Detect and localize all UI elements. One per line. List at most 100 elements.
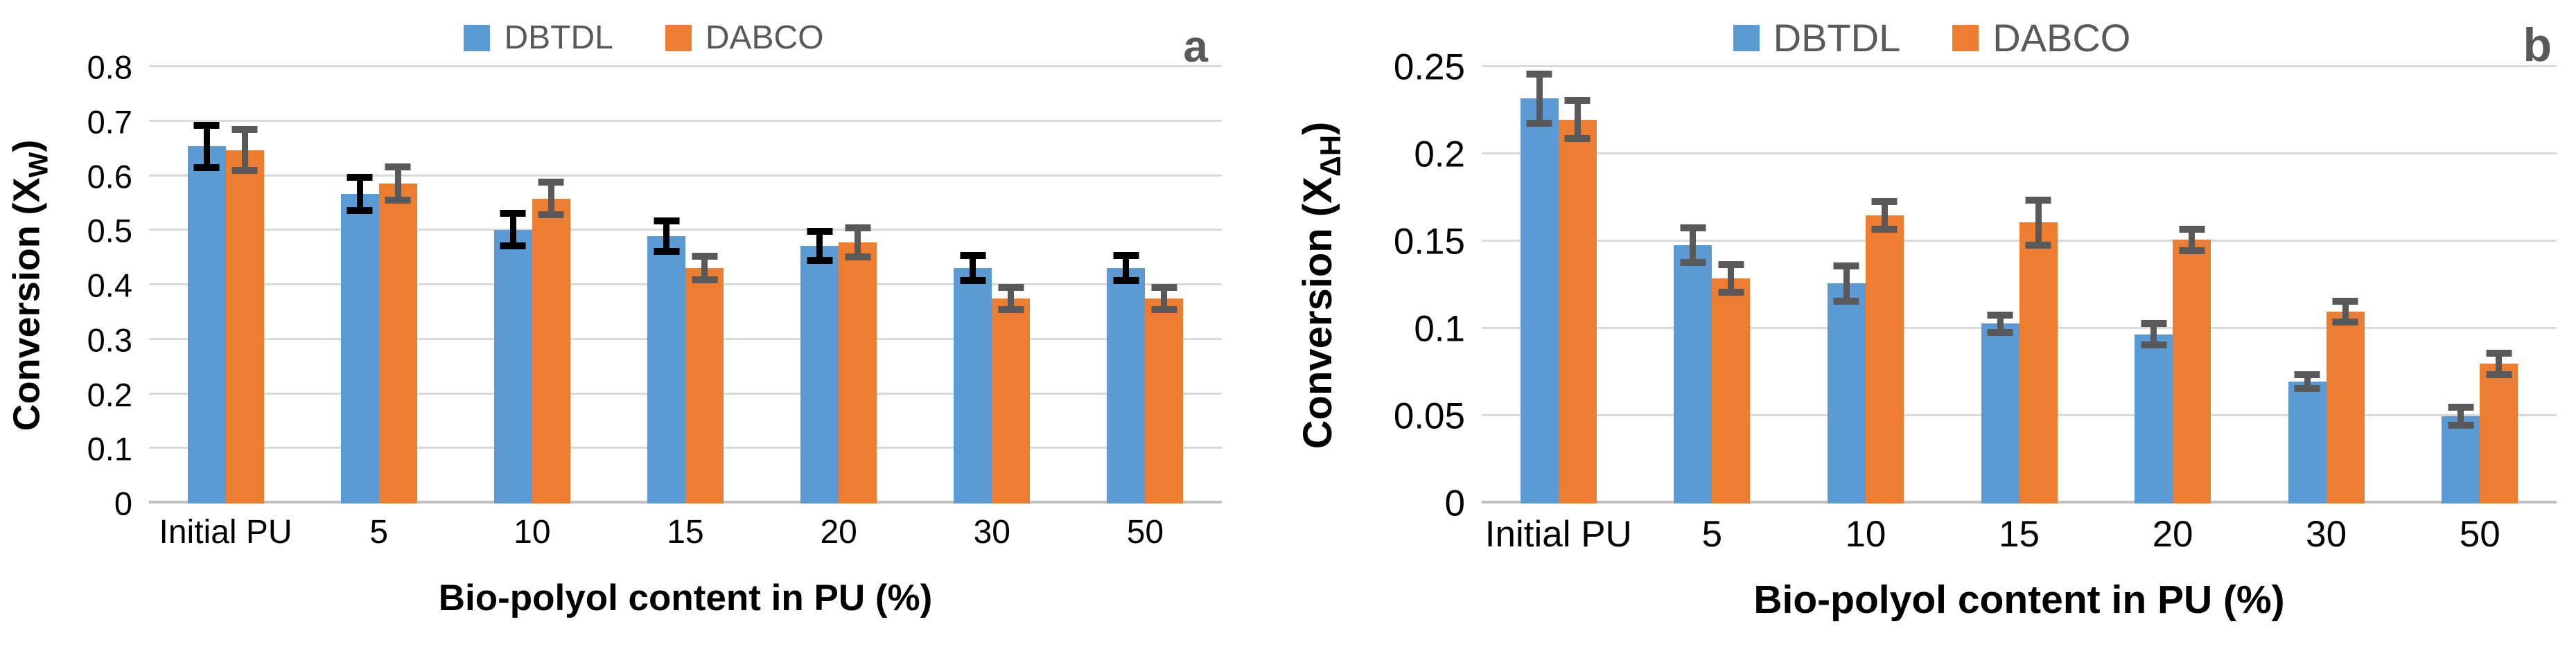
bar-dbtdl	[493, 229, 532, 503]
bar-dabco	[532, 198, 570, 503]
y-axis-title-main: Conversion (X	[6, 177, 48, 431]
bar-dabco	[225, 150, 264, 503]
y-axis-title: Conversion (XΔH)	[1288, 67, 1353, 503]
error-bar-dbtdl	[2304, 371, 2311, 392]
bar-dbtdl	[1520, 98, 1559, 503]
y-axis-title-text: Conversion (XΔH)	[1295, 122, 1347, 449]
bar-dabco	[1145, 298, 1184, 503]
x-category-label: 50	[1126, 514, 1164, 551]
error-bar-dabco	[1161, 283, 1168, 314]
bar-dbtdl	[2288, 381, 2327, 503]
x-category-label: 15	[1999, 514, 2040, 555]
y-tick-label: 0.3	[87, 321, 132, 359]
bar-dbtdl	[2135, 334, 2173, 503]
error-bar-dabco	[1728, 260, 1735, 296]
y-axis-title-main: Conversion (X	[1295, 177, 1340, 449]
error-bar-dbtdl	[203, 121, 210, 171]
y-axis-title-close: )	[6, 139, 48, 152]
error-bar-dabco	[241, 126, 248, 175]
error-bar-dbtdl	[1123, 251, 1130, 284]
chart-body-a: Conversion (XW) 0 0.1 0.2 0.3 0.4 0.5 0.6 0.7 0.…	[0, 51, 1288, 619]
error-bar-dbtdl	[1690, 224, 1697, 267]
error-bar-dbtdl	[1997, 311, 2004, 337]
y-tick-label: 0.2	[1414, 134, 1465, 175]
chart-panel-b: DBTDL DABCO b Conversion (XΔH) 0 0.05 0.1 0…	[1288, 0, 2576, 660]
x-category-label: Initial PU	[1484, 514, 1632, 555]
error-bar-dabco	[1574, 96, 1581, 143]
plot-area	[1482, 65, 2557, 503]
error-bar-dabco	[2035, 196, 2042, 249]
error-bar-dabco	[1881, 198, 1888, 233]
y-axis-title: Conversion (XW)	[0, 67, 59, 503]
bar-dbtdl	[1674, 245, 1712, 503]
y-tick-label: 0.25	[1393, 46, 1465, 88]
legend-item-dabco: DABCO	[665, 19, 824, 57]
legend-label-dbtdl: DBTDL	[504, 19, 613, 56]
error-bar-dabco	[2496, 350, 2503, 378]
bar-dabco	[2173, 240, 2211, 503]
x-category-label: 5	[1701, 514, 1723, 555]
error-bar-dabco	[394, 163, 401, 204]
bar-dabco	[1865, 215, 1904, 503]
y-tick-label: 0.15	[1393, 221, 1465, 262]
y-tick-label: 0.8	[87, 48, 132, 86]
error-bar-dabco	[2342, 297, 2349, 325]
error-bar-dabco	[1008, 283, 1015, 314]
chart-panel-a: DBTDL DABCO a Conversion (XW) 0 0.1 0.2 0.3…	[0, 0, 1288, 660]
x-category-label: 10	[1845, 514, 1886, 555]
error-bar-dbtdl	[356, 173, 363, 214]
x-category-label: Initial PU	[159, 514, 292, 551]
gridline	[149, 119, 1222, 122]
legend-item-dbtdl: DBTDL	[1733, 15, 1901, 60]
error-bar-dbtdl	[970, 251, 976, 284]
y-tick-label: 0.7	[87, 103, 132, 141]
y-tick-label: 0.1	[1414, 308, 1465, 350]
bar-dbtdl	[647, 236, 685, 503]
bar-dabco	[2019, 222, 2058, 503]
chart-body-b: Conversion (XΔH) 0 0.05 0.1 0.15 0.2 0.25 Ini…	[1288, 49, 2576, 623]
error-bar-dbtdl	[663, 217, 669, 255]
bar-dabco	[1558, 119, 1597, 503]
y-axis-title-text: Conversion (XW)	[5, 140, 54, 431]
plot-area	[149, 65, 1222, 503]
x-category-label: 50	[2459, 514, 2500, 555]
y-tick-label: 0.4	[87, 267, 132, 304]
legend-item-dbtdl: DBTDL	[464, 19, 613, 57]
legend-a: DBTDL DABCO a	[0, 8, 1288, 71]
legend-item-dabco: DABCO	[1952, 15, 2130, 60]
y-axis-title-close: )	[1295, 121, 1340, 135]
y-tick-label: 0.6	[87, 158, 132, 195]
x-axis-title: Bio-polyol content in PU (%)	[438, 578, 933, 618]
gridline	[149, 229, 1222, 231]
bar-dabco	[685, 267, 724, 503]
legend-swatch-dabco-icon	[665, 24, 692, 51]
bar-dabco	[992, 298, 1031, 503]
bar-dbtdl	[1107, 267, 1146, 503]
x-category-label: 5	[369, 514, 389, 551]
legend-swatch-dbtdl-icon	[464, 24, 491, 51]
legend-label-dabco: DABCO	[705, 19, 824, 56]
x-category-label: 20	[820, 514, 857, 551]
bar-dabco	[1712, 278, 1751, 503]
error-bar-dbtdl	[509, 210, 516, 250]
y-tick-label: 0	[114, 485, 132, 522]
bar-dabco	[839, 242, 877, 503]
legend-label-dbtdl: DBTDL	[1773, 16, 1901, 60]
error-bar-dbtdl	[816, 228, 823, 265]
gridline	[149, 65, 1222, 67]
error-bar-dbtdl	[1536, 71, 1543, 127]
panel-letter-a: a	[1183, 21, 1208, 71]
x-category-label: 30	[2306, 514, 2347, 555]
bar-dbtdl	[954, 267, 992, 503]
bar-dbtdl	[187, 146, 226, 503]
legend-swatch-dbtdl-icon	[1733, 24, 1760, 51]
y-tick-label: 0.1	[87, 430, 132, 467]
error-bar-dabco	[2189, 226, 2196, 254]
error-bar-dbtdl	[1843, 262, 1850, 305]
legend-label-dabco: DABCO	[1992, 16, 2131, 60]
error-bar-dabco	[701, 252, 708, 283]
error-bar-dabco	[547, 179, 554, 219]
x-category-label: 30	[973, 514, 1010, 551]
bar-dbtdl	[800, 246, 839, 503]
